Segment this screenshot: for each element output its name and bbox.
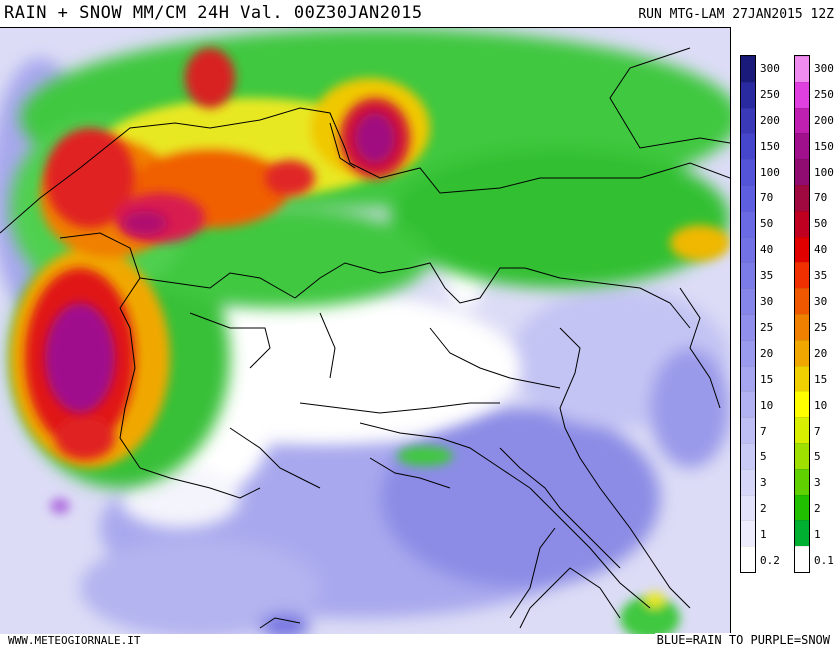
rain-scale-label: 25 <box>760 320 774 334</box>
rain-scale-cell <box>741 391 755 418</box>
snow-scale-cell <box>795 288 809 314</box>
snow-scale-cell <box>795 546 809 572</box>
rain-scale-label: 250 <box>760 87 780 101</box>
rain-scale-label: 70 <box>760 191 774 205</box>
snow-scale-cell <box>795 417 809 443</box>
snow-scale-cell <box>795 442 809 469</box>
snow-scale-cell <box>795 81 809 108</box>
snow-scale-cell <box>795 494 809 521</box>
model-run-label: RUN MTG-LAM 27JAN2015 12Z <box>638 7 834 22</box>
rain-scale-cell <box>741 365 755 392</box>
borders <box>0 47 730 629</box>
snow-color-scale: 300 250 200 150 100 70 50 40 35 30 25 20 15 10 7 5 3 2 1 0.… <box>794 55 840 573</box>
snow-scale-label: 40 <box>814 243 828 257</box>
rain-scale-label: 30 <box>760 295 774 309</box>
rain-scale-label: 300 <box>760 61 780 75</box>
rain-scale-cell <box>741 236 755 263</box>
snow-scale-label: 20 <box>814 346 828 360</box>
snow-scale-label: 2 <box>814 502 821 516</box>
snow-scale-cell <box>795 262 809 289</box>
rain-scale-label: 7 <box>760 424 767 438</box>
rain-scale-cell <box>741 313 755 340</box>
site-credit: WWW.METEOGIORNALE.IT <box>8 634 141 647</box>
rain-scale-cell <box>741 133 755 160</box>
rain-scale-label: 20 <box>760 346 774 360</box>
snow-scale-cell <box>795 184 809 211</box>
chart-title: RAIN + SNOW MM/CM 24H Val. 00Z30JAN2015 <box>4 3 423 23</box>
rain-scale-cell <box>741 520 755 547</box>
rain-scale-label: 50 <box>760 217 774 231</box>
snow-scale-label: 300 <box>814 61 834 75</box>
snow-scale-label: 70 <box>814 191 828 205</box>
snow-scale-label: 25 <box>814 320 828 334</box>
rain-scale-cell <box>741 210 755 237</box>
snow-scale-label: 35 <box>814 269 828 283</box>
rain-scale-label: 150 <box>760 139 780 153</box>
rain-scale-label: 1 <box>760 528 767 542</box>
rain-scale-cell <box>741 494 755 521</box>
rain-scale-cell <box>741 56 755 82</box>
rain-scale-label: 3 <box>760 476 767 490</box>
snow-scale-label: 0.1 <box>814 554 834 568</box>
snow-scale-cell <box>795 236 809 263</box>
snow-scale-label: 1 <box>814 528 821 542</box>
rain-scale-cell <box>741 546 755 572</box>
snow-scale-cell <box>795 107 809 134</box>
rain-scale-cell <box>741 288 755 314</box>
snow-scale-cell <box>795 133 809 160</box>
rain-scale-bar <box>740 55 756 573</box>
snow-scale-cell <box>795 468 809 495</box>
snow-scale-label: 7 <box>814 424 821 438</box>
snow-scale-label: 50 <box>814 217 828 231</box>
legend-note: BLUE=RAIN TO PURPLE=SNOW <box>654 633 832 647</box>
snow-scale-label: 30 <box>814 295 828 309</box>
rain-scale-label: 2 <box>760 502 767 516</box>
rain-scale-label: 15 <box>760 372 774 386</box>
snow-scale-label: 100 <box>814 165 834 179</box>
precipitation-map <box>0 27 731 634</box>
snow-scale-cell <box>795 520 809 547</box>
rain-color-scale: 300 250 200 150 100 70 50 40 35 30 25 20 15 10 7 5 3 2 1 0.… <box>740 55 792 573</box>
rain-scale-label: 5 <box>760 450 767 464</box>
snow-scale-label: 3 <box>814 476 821 490</box>
snow-scale-bar <box>794 55 810 573</box>
rain-scale-cell <box>741 442 755 469</box>
rain-scale-cell <box>741 468 755 495</box>
snow-scale-label: 15 <box>814 372 828 386</box>
rain-scale-label: 100 <box>760 165 780 179</box>
rain-scale-cell <box>741 81 755 108</box>
snow-scale-cell <box>795 339 809 366</box>
snow-scale-label: 250 <box>814 87 834 101</box>
snow-scale-cell <box>795 159 809 185</box>
rain-scale-cell <box>741 159 755 185</box>
snow-scale-cell <box>795 210 809 237</box>
snow-scale-label: 10 <box>814 398 828 412</box>
rain-scale-label: 35 <box>760 269 774 283</box>
rain-scale-cell <box>741 184 755 211</box>
snow-scale-label: 200 <box>814 113 834 127</box>
rain-scale-cell <box>741 107 755 134</box>
rain-scale-label: 10 <box>760 398 774 412</box>
snow-scale-cell <box>795 365 809 392</box>
rain-scale-cell <box>741 262 755 289</box>
snow-scale-label: 150 <box>814 139 834 153</box>
snow-scale-cell <box>795 313 809 340</box>
snow-scale-label: 5 <box>814 450 821 464</box>
snow-scale-cell <box>795 391 809 418</box>
rain-scale-label: 200 <box>760 113 780 127</box>
snow-scale-cell <box>795 56 809 82</box>
rain-scale-cell <box>741 417 755 443</box>
rain-scale-label: 40 <box>760 243 774 257</box>
rain-scale-cell <box>741 339 755 366</box>
rain-scale-label: 0.2 <box>760 554 780 568</box>
